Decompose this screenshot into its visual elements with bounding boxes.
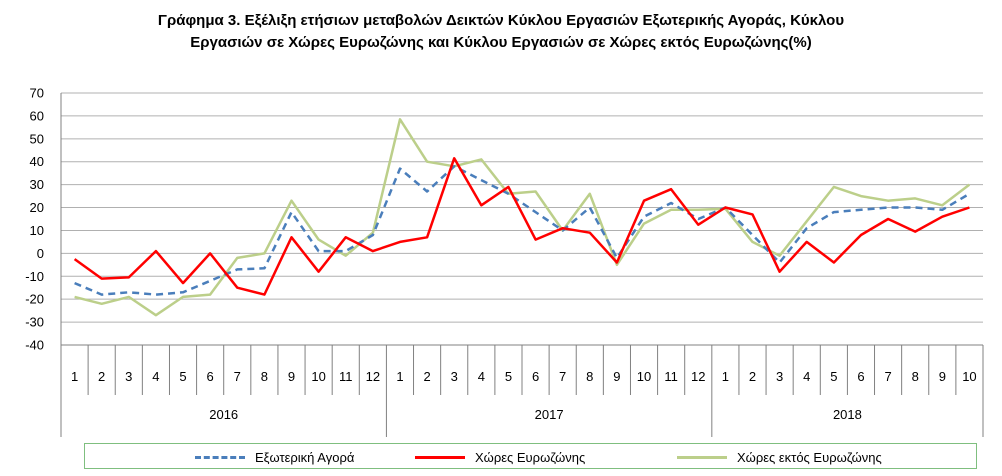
- y-tick-label-3: 40: [30, 154, 44, 169]
- y-tick-label-10: -30: [25, 315, 44, 330]
- x-tick-label-29: 6: [857, 369, 864, 384]
- gridlines: [61, 92, 983, 346]
- y-tick-label-9: -20: [25, 292, 44, 307]
- series-line-1: [73, 157, 970, 296]
- x-tick-label-32: 9: [939, 369, 946, 384]
- chart-title: Γράφημα 3. Εξέλιξη ετήσιων μεταβολών Δει…: [0, 10, 1002, 54]
- chart-title-line2: Εργασιών σε Χώρες Ευρωζώνης και Κύκλου Ε…: [190, 34, 812, 51]
- y-tick-label-5: 20: [30, 200, 44, 215]
- legend-label-1: Χώρες Ευρωζώνης: [475, 449, 586, 465]
- legend-item-1: Χώρες Ευρωζώνης: [415, 444, 585, 470]
- x-tick-label-20: 9: [613, 369, 620, 384]
- x-tick-label-25: 2: [749, 369, 756, 384]
- x-tick-label-33: 10: [962, 369, 976, 384]
- y-tick-label-6: 10: [30, 223, 44, 238]
- x-tick-label-19: 8: [586, 369, 593, 384]
- x-tick-label-14: 3: [451, 369, 458, 384]
- legend-item-2: Χώρες εκτός Ευρωζώνης: [677, 444, 882, 470]
- x-tick-label-18: 7: [559, 369, 566, 384]
- x-tick-label-24: 1: [722, 369, 729, 384]
- y-tick-label-11: -40: [25, 338, 44, 353]
- legend-label-2: Χώρες εκτός Ευρωζώνης: [737, 449, 882, 465]
- x-tick-label-27: 4: [803, 369, 810, 384]
- year-label-0: 2016: [209, 407, 238, 422]
- x-tick-label-9: 10: [311, 369, 325, 384]
- x-tick-label-7: 8: [261, 369, 268, 384]
- year-label-2: 2018: [833, 407, 862, 422]
- x-tick-label-3: 4: [152, 369, 159, 384]
- x-tick-label-23: 12: [691, 369, 705, 384]
- legend-swatch-0: [195, 455, 245, 459]
- year-label-1: 2017: [535, 407, 564, 422]
- y-tick-label-0: 70: [30, 86, 44, 101]
- legend-swatch-1: [415, 455, 465, 459]
- x-tick-label-5: 6: [207, 369, 214, 384]
- x-tick-label-10: 11: [339, 369, 353, 384]
- x-tick-label-2: 3: [125, 369, 132, 384]
- x-tick-label-17: 6: [532, 369, 539, 384]
- series-line-2: [74, 118, 971, 317]
- chart-title-line1: Γράφημα 3. Εξέλιξη ετήσιων μεταβολών Δει…: [157, 12, 845, 29]
- legend-label-0: Εξωτερική Αγορά: [255, 449, 355, 465]
- x-tick-label-12: 1: [396, 369, 403, 384]
- x-tick-label-1: 2: [98, 369, 105, 384]
- x-tick-label-26: 3: [776, 369, 783, 384]
- legend-item-0: Εξωτερική Αγορά: [195, 444, 354, 470]
- y-axis-tick-labels: 70 60 50 40 30 20 10 0 -10 -20 -30 -40: [25, 86, 44, 353]
- x-tick-label-11: 12: [366, 369, 380, 384]
- x-tick-label-30: 7: [884, 369, 891, 384]
- x-tick-label-4: 5: [179, 369, 186, 384]
- x-tick-label-0: 1: [71, 369, 78, 384]
- x-tick-label-13: 2: [423, 369, 430, 384]
- series-lines: [73, 118, 971, 317]
- y-tick-label-7: 0: [37, 246, 44, 261]
- y-tick-label-2: 50: [30, 131, 44, 146]
- x-tick-label-6: 7: [234, 369, 241, 384]
- x-tick-label-16: 5: [505, 369, 512, 384]
- y-tick-label-1: 60: [30, 108, 44, 123]
- x-axis: 1 2 3 4 5 6 7 8 9 10 11 12 1 2 3 4 5 6 7 8 9 10 11 12 1 2 3 4 5 6 7 8 9 1…: [60, 93, 984, 437]
- y-tick-label-4: 30: [30, 177, 44, 192]
- x-tick-label-22: 11: [664, 369, 678, 384]
- x-tick-label-21: 10: [637, 369, 651, 384]
- x-tick-label-8: 9: [288, 369, 295, 384]
- x-tick-label-28: 5: [830, 369, 837, 384]
- x-tick-label-31: 8: [912, 369, 919, 384]
- y-tick-label-8: -10: [25, 269, 44, 284]
- legend-swatch-2: [677, 455, 727, 459]
- x-tick-label-15: 4: [478, 369, 485, 384]
- legend: Εξωτερική Αγορά Χώρες Ευρωζώνης Χώρες εκ…: [84, 443, 977, 469]
